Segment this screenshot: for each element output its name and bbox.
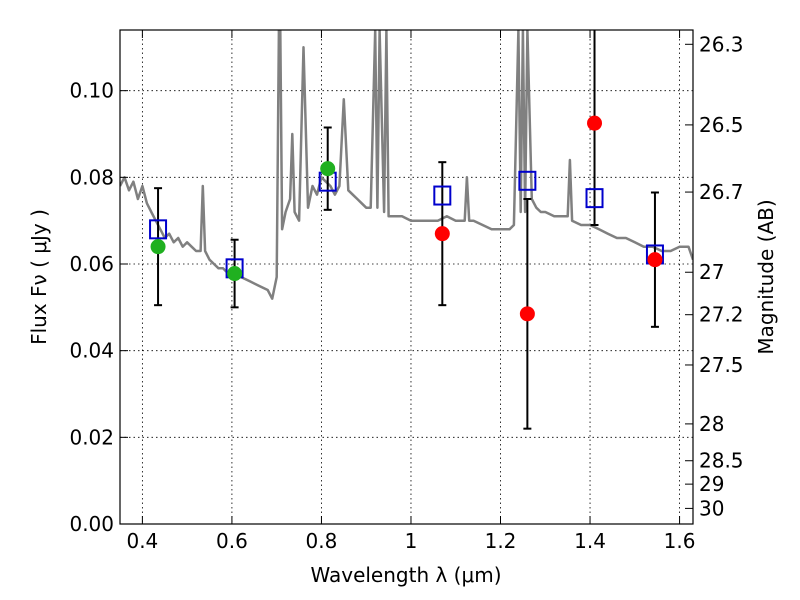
y-tick-label: 0.08	[69, 165, 114, 189]
detection-point	[227, 266, 243, 282]
right-tick-label: 26.5	[699, 113, 744, 137]
model-photometry-square	[433, 185, 452, 206]
y-tick-label: 0.06	[69, 252, 114, 276]
grid-lines	[120, 30, 693, 524]
y-tick-label: 0.00	[69, 512, 114, 536]
observed-markers	[150, 115, 663, 322]
right-tick-label: 27.2	[699, 303, 744, 327]
model-photometry-square	[518, 170, 537, 191]
y-axis-title: Flux Fν ( μJy )	[27, 209, 51, 345]
detection-point	[320, 161, 336, 177]
right-tick-label: 27	[699, 260, 724, 284]
x-axis-title: Wavelength λ (μm)	[310, 563, 501, 587]
y-tick-label: 0.10	[69, 79, 114, 103]
x-tick-label: 1.2	[485, 529, 517, 553]
x-tick-label: 0.4	[126, 529, 158, 553]
model-spectrum	[120, 30, 693, 300]
right-tick-label: 28.5	[699, 449, 744, 473]
x-tick-label: 1.6	[664, 529, 696, 553]
y-tick-label: 0.02	[69, 425, 114, 449]
plot-frame	[119, 29, 694, 525]
x-tick-label: 1	[405, 529, 418, 553]
model-photometry-square	[585, 188, 604, 209]
right-tick-label: 26.7	[699, 180, 744, 204]
non-detection-point	[519, 306, 535, 322]
right-tick-label: 30	[699, 496, 724, 520]
x-tick-label: 0.6	[216, 529, 248, 553]
non-detection-point	[434, 226, 450, 242]
right-tick-label: 27.5	[699, 353, 744, 377]
axis-ticks: 0.4 0.6 0.8 1 1.2 1.4 1.6 0.00 0.02 0.04 0.06 0.08 0…	[69, 30, 744, 553]
y-tick-label: 0.04	[69, 339, 114, 363]
x-tick-label: 1.4	[574, 529, 606, 553]
right-tick-label: 29	[699, 472, 724, 496]
right-tick-label: 26.3	[699, 32, 744, 56]
model-photometry-markers	[149, 170, 664, 279]
right-tick-label: 28	[699, 412, 724, 436]
detection-point	[150, 239, 166, 255]
non-detection-point	[647, 252, 663, 268]
y-right-axis-title: Magnitude (AB)	[754, 199, 778, 354]
non-detection-point	[587, 115, 603, 131]
model-spectrum-line	[120, 30, 693, 300]
model-photometry-square	[149, 219, 168, 240]
x-tick-label: 0.8	[306, 529, 338, 553]
